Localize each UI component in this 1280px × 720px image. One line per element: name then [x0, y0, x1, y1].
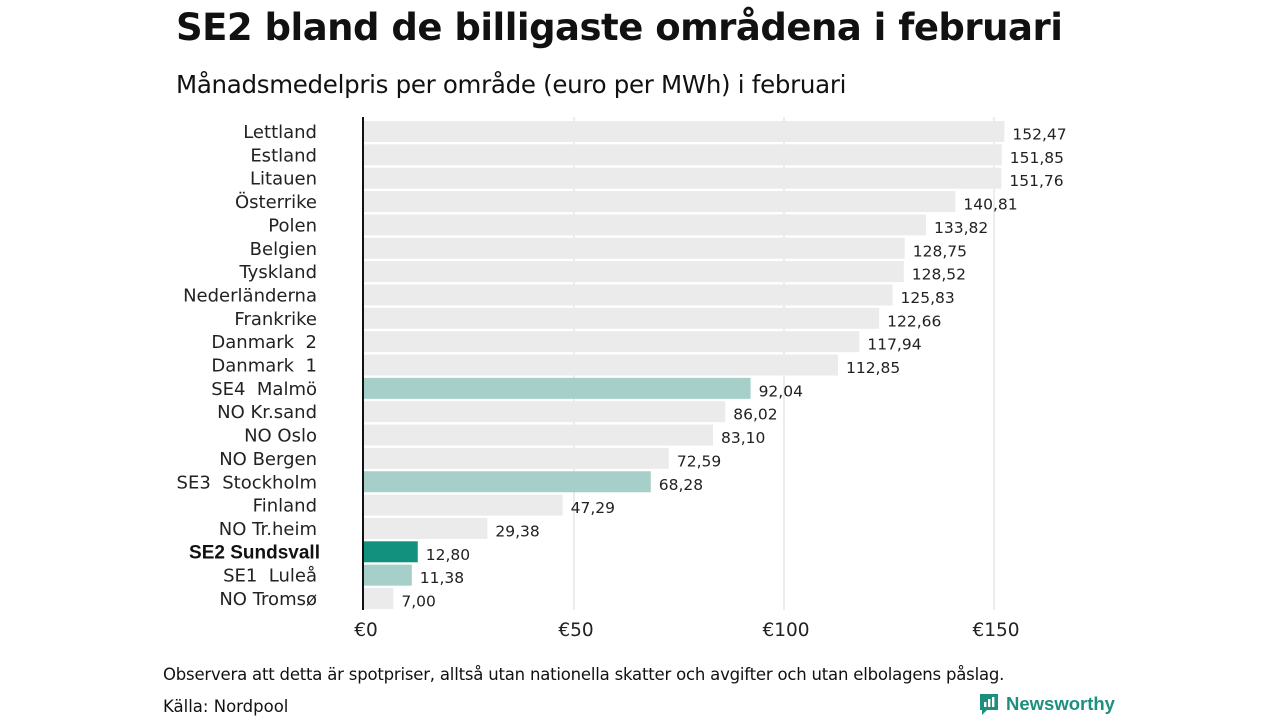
bar [364, 121, 1005, 142]
value-label: 152,47 [1012, 126, 1066, 144]
value-label: 117,94 [867, 336, 921, 354]
bar [364, 307, 880, 329]
x-tick-label: €100 [762, 620, 809, 641]
value-label: 128,52 [912, 266, 966, 284]
chart-title: SE2 bland de billigaste områdena i febru… [176, 6, 1063, 49]
brand-name: Newsworthy [1006, 693, 1115, 714]
source-note: Källa: Nordpool [163, 697, 289, 716]
value-label: 151,76 [1009, 172, 1063, 190]
value-label: 133,82 [934, 219, 988, 237]
value-label: 12,80 [426, 546, 470, 564]
bar [364, 541, 418, 563]
value-label: 47,29 [571, 499, 615, 517]
x-tick-label: €0 [354, 620, 378, 641]
value-label: 29,38 [495, 522, 539, 540]
value-label: 140,81 [963, 196, 1017, 214]
bar [364, 214, 927, 236]
category-label: Belgien [250, 239, 317, 260]
value-label: 112,85 [846, 359, 900, 377]
category-label: Danmark 1 [211, 356, 317, 377]
bar [364, 331, 860, 353]
value-label: 83,10 [721, 429, 765, 447]
bar [364, 377, 751, 399]
category-label: NO Tromsø [219, 589, 317, 610]
category-label: Lettland [243, 122, 317, 143]
bar [364, 237, 905, 259]
bars [364, 121, 1005, 609]
value-label: 125,83 [900, 289, 954, 307]
value-label: 122,66 [887, 312, 941, 330]
value-label: 68,28 [659, 476, 703, 494]
value-label: 151,85 [1010, 149, 1064, 167]
bar [364, 517, 488, 539]
bar [364, 261, 904, 283]
category-label: Estland [250, 145, 317, 166]
category-label: NO Tr.heim [219, 519, 317, 540]
bar [364, 494, 563, 516]
bar [364, 144, 1002, 166]
category-label: Österrike [235, 191, 317, 213]
category-label: SE4 Malmö [211, 379, 317, 400]
value-label: 72,59 [677, 452, 721, 470]
bar [364, 401, 726, 423]
x-tick-label: €50 [558, 620, 593, 641]
bar [364, 354, 838, 376]
category-label: NO Kr.sand [217, 402, 317, 423]
value-label: 7,00 [401, 593, 436, 611]
bar [364, 588, 394, 609]
bar [364, 424, 714, 446]
value-label: 86,02 [733, 406, 777, 424]
category-label: NO Oslo [244, 426, 317, 447]
value-label: 11,38 [420, 569, 464, 587]
category-label: NO Bergen [219, 449, 317, 470]
value-labels: 152,47 151,85 151,76 140,81 133,82 128,75 128,… [401, 126, 1066, 611]
category-label: SE3 Stockholm [177, 472, 317, 493]
x-tick-labels: €0 €50 €100 €150 [354, 620, 1019, 641]
value-label: 92,04 [759, 382, 803, 400]
chart-subtitle: Månadsmedelpris per område (euro per MWh… [176, 70, 847, 99]
category-label: Tyskland [238, 262, 317, 283]
bar [364, 471, 651, 493]
category-label: SE2 Sundsvall [189, 542, 320, 563]
category-label: Danmark 2 [211, 332, 317, 353]
x-tick-label: €150 [972, 620, 1019, 641]
category-label: Litauen [250, 169, 317, 190]
bar [364, 447, 669, 469]
category-label: Polen [268, 215, 317, 236]
category-label: Frankrike [234, 309, 317, 330]
bar [364, 564, 412, 586]
category-label: Finland [253, 496, 317, 517]
footnote: Observera att detta är spotpriser, allts… [163, 665, 1005, 684]
category-label: Nederländerna [183, 285, 317, 306]
bar [364, 284, 893, 306]
brand-logo: Newsworthy [978, 692, 1115, 716]
category-label: SE1 Luleå [223, 566, 317, 587]
value-label: 128,75 [913, 242, 967, 260]
newsworthy-logo-icon [980, 694, 998, 715]
bar [364, 191, 956, 213]
bar [364, 167, 1002, 189]
